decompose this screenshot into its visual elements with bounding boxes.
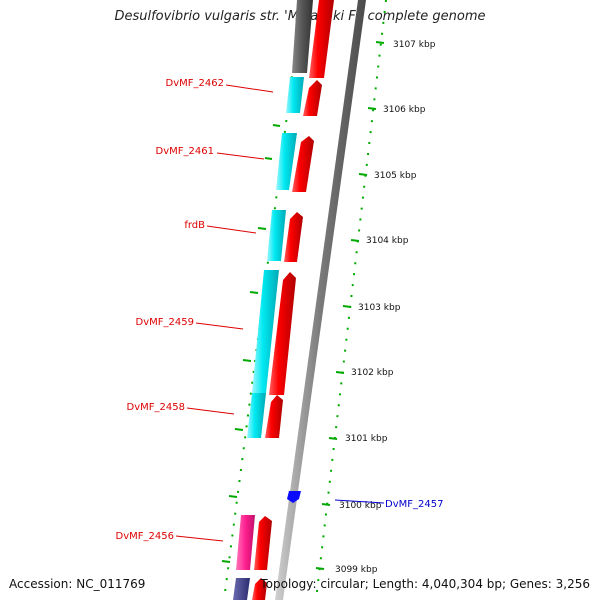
red-gene-forward [265,395,283,438]
kbp-label: 3105 kbp [374,171,417,181]
inner-tick [228,495,238,498]
outer-tick [375,41,385,44]
cyan-gene-reverse [276,133,297,190]
outer-tick [358,173,368,176]
kbp-label: 3103 kbp [358,303,401,313]
kbp-label: 3099 kbp [335,565,378,575]
inner-tick [257,227,267,230]
kbp-label: 3104 kbp [366,236,409,246]
red-gene-forward [309,0,334,78]
gene-label-frdb: frdB [184,220,205,231]
inner-tick [234,428,244,431]
cyan-gene-reverse [286,77,304,113]
gene-label-dvmf-2461: DvMF_2461 [156,146,214,157]
gene-label-dvmf-2459: DvMF_2459 [136,317,194,328]
outer-tick [367,107,377,110]
outer-tick [350,239,360,242]
gene-label-dvmf-2458: DvMF_2458 [127,402,185,413]
topology-label: Topology: circular; Length: 4,040,304 bp… [260,577,590,591]
kbp-label: 3102 kbp [351,368,394,378]
leader-line [175,535,224,542]
outer-tick [328,437,338,440]
leader-line [186,407,235,415]
red-gene-forward [292,136,314,192]
red-gene-forward [269,272,296,395]
cyan-gene-reverse [267,210,286,261]
gene-label-dvmf-2462: DvMF_2462 [166,78,224,89]
purple-gene [233,578,250,600]
pink-gene [236,515,255,570]
leader-lines [175,84,274,542]
gene-label-dvmf-2457: DvMF_2457 [385,499,443,510]
inner-tick [264,157,273,160]
red-gene-forward [254,516,272,570]
inner-tick [272,124,281,127]
blue-gene [287,491,301,503]
red-gene-forward [284,212,303,262]
leader-line [206,225,257,234]
accession-label: Accession: NC_011769 [9,577,146,591]
leader-line [195,322,244,330]
outer-tick [315,567,325,570]
outer-tick [321,503,331,506]
cyan-gene-reverse [247,393,266,438]
gene-label-dvmf-2456: DvMF_2456 [116,531,174,542]
backbone-track [275,0,366,600]
leader-line [334,499,385,504]
outer-dotted-guide [315,0,387,600]
kbp-label: 3101 kbp [345,434,388,444]
inner-tick [249,291,259,294]
outer-tick [335,371,345,374]
inner-tick [221,560,231,563]
red-gene-forward [303,80,322,116]
outer-ticks [315,41,385,570]
kbp-label: 3100 kbp [339,501,382,511]
outer-tick [342,305,352,308]
leader-line [225,84,274,93]
gray-gene [292,0,313,73]
kbp-label: 3107 kbp [393,40,436,50]
red-gene-forward [252,578,267,600]
cyan-gene-reverse [252,270,279,393]
leader-line [216,152,265,160]
inner-tick [242,359,252,362]
kbp-label: 3106 kbp [383,105,426,115]
